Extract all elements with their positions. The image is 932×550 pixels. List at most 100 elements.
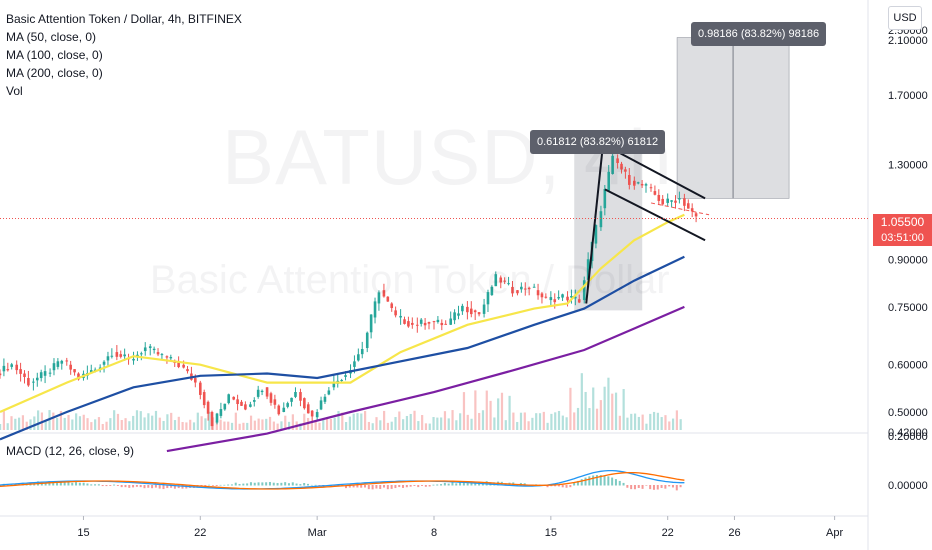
volume-bar	[238, 423, 241, 430]
candle-body	[599, 211, 603, 228]
macd-histogram-bar	[630, 485, 633, 490]
macd-histogram-bar	[265, 482, 268, 486]
volume-bar	[611, 393, 614, 430]
candle-body	[616, 158, 619, 164]
macd-histogram-bar	[63, 482, 66, 486]
candle-body	[140, 353, 143, 355]
volume-bar	[664, 415, 667, 430]
candle-body	[527, 287, 531, 290]
candle-body	[143, 347, 147, 352]
macd-histogram-bar	[455, 483, 458, 486]
volume-bar	[37, 410, 40, 430]
macd-histogram-bar	[447, 483, 450, 486]
macd-histogram-bar	[139, 485, 142, 488]
macd-histogram-bar	[417, 485, 420, 488]
candle-body	[165, 356, 169, 358]
macd-histogram-bar	[154, 485, 157, 488]
candle-body	[327, 390, 331, 395]
macd-histogram-bar	[173, 485, 176, 489]
candle-body	[102, 361, 106, 365]
macd-histogram-bar	[295, 483, 298, 486]
volume-bar	[158, 417, 161, 430]
time-tick-label: 22	[662, 527, 674, 539]
candle-body	[249, 404, 252, 407]
candle-body	[373, 301, 377, 318]
candle-body	[182, 364, 185, 368]
volume-bar	[249, 415, 253, 430]
volume-bar	[481, 410, 485, 430]
volume-bar	[641, 414, 644, 430]
macd-histogram-bar	[234, 482, 237, 486]
indicator-ma200[interactable]: MA (200, close, 0)	[6, 66, 103, 80]
time-tick-label: 26	[728, 527, 740, 539]
macd-histogram-bar	[607, 476, 610, 486]
volume-bar	[576, 407, 580, 430]
candle-body	[303, 398, 306, 409]
candle-body	[15, 364, 18, 371]
volume-bar	[234, 412, 237, 430]
volume-bar	[322, 418, 325, 430]
macd-histogram-bar	[652, 485, 655, 490]
chart-title[interactable]: Basic Attention Token / Dollar, 4h, BITF…	[6, 12, 242, 26]
measure-label-2[interactable]: 0.98186 (83.82%) 98186	[691, 22, 827, 46]
volume-bar	[614, 392, 618, 430]
candle-body	[661, 198, 664, 205]
volume-bar	[417, 421, 420, 430]
flagpole-line[interactable]	[585, 144, 604, 304]
volume-bar	[432, 417, 435, 430]
volume-bar	[652, 411, 656, 430]
indicator-ma100[interactable]: MA (100, close, 0)	[6, 48, 103, 62]
volume-bar	[398, 411, 401, 430]
macd-histogram-bar	[595, 475, 598, 486]
candle-body	[369, 314, 373, 333]
candle-body	[494, 274, 498, 287]
candle-body	[110, 355, 114, 357]
volume-bar	[440, 417, 443, 430]
volume-bar	[405, 415, 409, 430]
candle-body	[0, 373, 2, 376]
currency-button[interactable]: USD	[888, 6, 922, 30]
macd-histogram-bar	[459, 482, 462, 486]
candle-body	[399, 315, 402, 318]
volume-bar	[230, 422, 234, 430]
macd-histogram-bar	[386, 485, 389, 490]
candle-body	[694, 213, 698, 217]
volume-bar	[97, 417, 101, 430]
volume-bar	[113, 410, 116, 430]
volume-bar	[360, 413, 363, 430]
candle-body	[436, 319, 440, 323]
volume-bar	[192, 422, 196, 430]
macd-histogram-bar	[211, 485, 214, 486]
candle-body	[23, 373, 26, 378]
candle-body	[315, 412, 319, 418]
indicator-volume[interactable]: Vol	[6, 84, 23, 98]
flag-lower-line[interactable]	[604, 188, 706, 242]
volume-bar	[618, 415, 621, 430]
macd-histogram-bar	[599, 475, 602, 486]
volume-bar	[341, 412, 344, 430]
candle-body	[227, 394, 230, 404]
measure-label-1[interactable]: 0.61812 (83.82%) 61812	[530, 130, 666, 154]
macd-histogram-bar	[462, 481, 465, 486]
candle-body	[683, 198, 686, 206]
macd-histogram-bar	[348, 485, 351, 488]
indicator-ma50[interactable]: MA (50, close, 0)	[6, 30, 97, 44]
volume-bar	[154, 410, 158, 430]
volume-bar	[455, 420, 458, 430]
volume-bar	[637, 416, 640, 430]
candle-body	[386, 296, 390, 302]
macd-legend[interactable]: MACD (12, 26, close, 9)	[6, 444, 135, 458]
macd-histogram-bar	[78, 482, 81, 486]
candle-body	[43, 371, 47, 376]
volume-bar	[291, 414, 294, 430]
macd-histogram-bar	[227, 484, 230, 486]
macd-histogram-bar	[413, 485, 416, 486]
volume-bar	[329, 418, 332, 430]
macd-histogram-bar	[409, 485, 412, 487]
candle-body	[77, 373, 80, 380]
macd-histogram-bar	[614, 479, 617, 486]
volume-bar	[63, 417, 66, 430]
macd-histogram-bar	[303, 483, 306, 486]
macd-histogram-bar	[573, 482, 576, 486]
